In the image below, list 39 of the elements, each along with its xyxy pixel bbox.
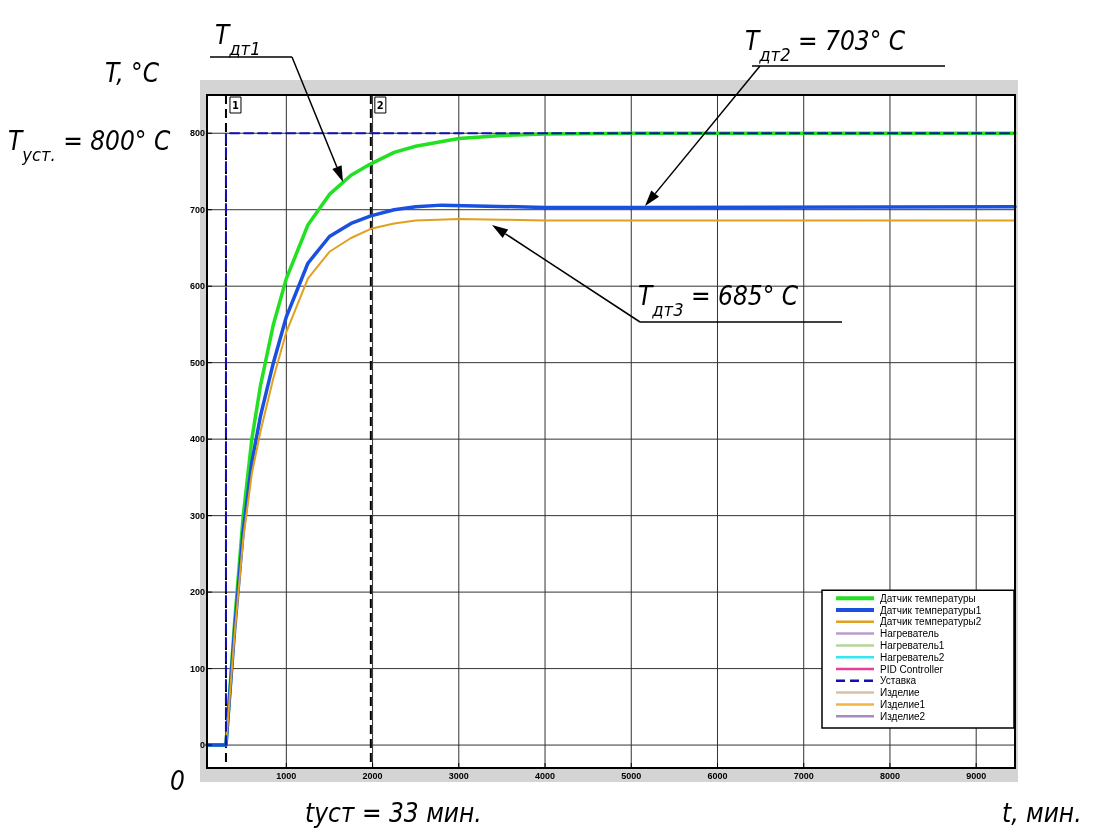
text: T$_{уст.}$ = 800° C	[8, 126, 171, 165]
legend-label: Нагреватель2	[880, 651, 945, 663]
legend-label: Датчик температуры2	[880, 616, 982, 628]
x-tick-label: 7000	[793, 771, 814, 781]
x-tick-label: 6000	[707, 771, 728, 781]
text: tуст = 33 мин.	[305, 798, 482, 828]
x-tick-label: 9000	[966, 771, 987, 781]
x-tick-label: 3000	[448, 771, 469, 781]
legend-label: Изделие1	[880, 698, 926, 710]
text: T$_{дт1}$	[215, 20, 261, 59]
text: T$_{дт2}$ = 703° C	[745, 26, 906, 65]
y-tick-label: 500	[189, 357, 205, 368]
x-tick-label: 2000	[362, 771, 383, 781]
legend-label: Нагреватель1	[880, 639, 945, 651]
legend-label: Нагреватель	[880, 628, 939, 640]
legend-label: Датчик температуры	[880, 592, 976, 604]
x-tick-label: 4000	[535, 771, 556, 781]
annotation: 2	[376, 100, 384, 111]
legend-label: Уставка	[880, 675, 917, 687]
y-tick-label: 600	[189, 281, 205, 292]
legend-label: Изделие	[880, 687, 921, 699]
legend-label: Датчик температуры1	[880, 604, 982, 616]
y-tick-label: 700	[189, 204, 205, 215]
x-tick-label: 5000	[621, 771, 642, 781]
y-tick-label: 100	[189, 663, 205, 674]
legend-label: Изделие2	[880, 710, 926, 722]
x-tick-label: 8000	[879, 771, 900, 781]
annotation: T$_{дт3}$ = 685° C	[638, 281, 799, 320]
x-axis-title: t, мин.	[1002, 798, 1082, 828]
y-tick-label: 200	[189, 587, 205, 598]
text: 0	[170, 766, 185, 796]
y-tick-label: 300	[189, 510, 205, 521]
y-tick-label: 800	[189, 128, 205, 139]
y-axis-title: T, °C	[105, 58, 160, 88]
x-tick-label: 1000	[276, 771, 297, 781]
legend-label: PID Controller	[880, 663, 944, 675]
annotation: 1	[231, 100, 239, 111]
y-tick-label: 400	[189, 434, 205, 445]
y-tick-label: 0	[199, 740, 205, 751]
